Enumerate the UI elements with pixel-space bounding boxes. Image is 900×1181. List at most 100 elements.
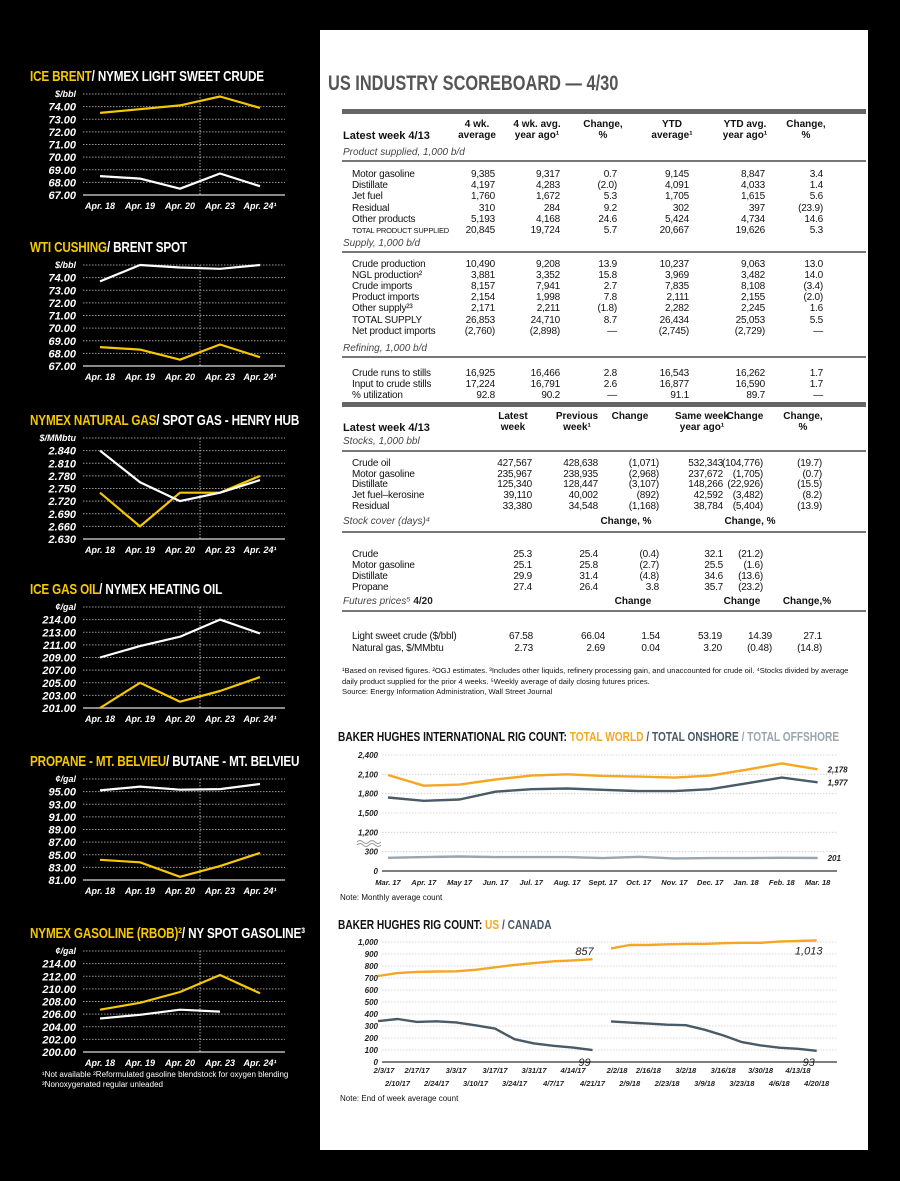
x-tick-label: 2/2/18 xyxy=(606,1066,629,1075)
rig-chart-us-canada: 0 100 200 300 400 500 600 700 800 900 1,000 2/3/17 2… xyxy=(358,938,837,1088)
cell-value: 4,168 xyxy=(535,213,560,225)
legend-canada: CANADA xyxy=(507,917,552,932)
cell-value: 2,154 xyxy=(470,292,495,304)
y-tick-label: 2.840 xyxy=(47,446,76,458)
cell-value: 0.04 xyxy=(641,642,660,654)
x-tick-label: Aug. 17 xyxy=(552,878,581,887)
chart-note: Note: Monthly average count xyxy=(340,893,443,902)
cell-value: 310 xyxy=(478,202,495,214)
cell-value: 2.7 xyxy=(603,281,618,293)
x-tick-label: Apr. 23 xyxy=(204,545,235,555)
series-line-primary xyxy=(99,973,261,1011)
cell-value: 25.1 xyxy=(513,560,532,571)
cell-value: 0.7 xyxy=(603,169,618,180)
y-tick-label: 400 xyxy=(364,1010,379,1019)
chart-title-primary: ICE GAS OIL xyxy=(30,581,100,598)
x-tick-label: Apr. 19 xyxy=(124,714,155,724)
table-row: Crude 25.3 25.4 (0.4) 32.1 (21.2) xyxy=(0,549,900,560)
x-tick-label: Apr. 20 xyxy=(164,372,195,382)
cell-value: 4,033 xyxy=(740,180,765,192)
section-subtitle: Stocks, 1,000 bbl xyxy=(343,436,420,447)
cell-value: 32.1 xyxy=(704,549,723,560)
cell-value: 2,282 xyxy=(664,303,689,315)
y-tick-label: 0 xyxy=(374,867,379,876)
x-tick-label: 3/31/17 xyxy=(521,1066,547,1075)
y-tick-label: 67.00 xyxy=(48,361,76,373)
cell-value: 25,053 xyxy=(735,314,766,326)
chart-title-secondary: NYMEX LIGHT SWEET CRUDE xyxy=(92,68,264,85)
row-label: Crude imports xyxy=(352,281,413,293)
y-tick-label: 2.660 xyxy=(47,521,76,533)
chart-title-secondary: NY SPOT GASOLINE³ xyxy=(182,925,305,942)
cell-value: 24,710 xyxy=(530,314,561,326)
cell-value: 16,466 xyxy=(530,368,561,379)
cell-value: (2.0) xyxy=(803,292,823,304)
cell-value: 3.8 xyxy=(645,582,660,593)
x-tick-label: Sept. 17 xyxy=(588,878,618,887)
x-tick-label: Apr. 20 xyxy=(164,201,195,211)
cell-value: 16,262 xyxy=(735,368,766,379)
cell-value: 5,193 xyxy=(470,213,495,225)
chart-title-primary: NYMEX NATURAL GAS xyxy=(30,412,157,429)
y-tick-label: 700 xyxy=(365,974,379,983)
cell-value: 1.4 xyxy=(809,180,824,192)
cell-value: 25.5 xyxy=(704,560,723,571)
cell-value: 38,784 xyxy=(693,500,724,512)
cell-value: 42,592 xyxy=(693,490,724,502)
end-value-label: 93 xyxy=(803,1057,816,1069)
divider xyxy=(342,251,866,253)
x-tick-label: Apr. 23 xyxy=(204,372,235,382)
series-line-secondary xyxy=(99,449,261,503)
chart-title-secondary: BUTANE - MT. BELVIEU xyxy=(166,753,299,770)
divider xyxy=(342,402,866,407)
column-header: Change xyxy=(726,411,764,422)
y-tick-label: 600 xyxy=(365,986,379,995)
y-tick-label: 300 xyxy=(365,1022,379,1031)
y-tick-label: 74.00 xyxy=(48,102,76,114)
cell-value: 148,266 xyxy=(688,479,723,491)
y-tick-label: 69.00 xyxy=(48,165,76,177)
chart-title: ICE GAS OILNYMEX HEATING OIL xyxy=(30,581,248,599)
cell-value: 25.3 xyxy=(513,549,532,560)
cell-value: 1,615 xyxy=(740,191,765,203)
cell-value: 5.6 xyxy=(809,191,824,203)
x-tick-label: 3/23/18 xyxy=(729,1079,755,1088)
table-row: Distillate 29.9 31.4 (4.8) 34.6 (13.6) xyxy=(0,571,900,582)
y-tick-label: 1,200 xyxy=(358,828,379,837)
end-value-label: 1,977 xyxy=(828,778,849,787)
rig-chart-international: 0 300 1,200 1,500 1,800 2,100 2,400 Mar. 17 Apr.… xyxy=(356,751,849,887)
cell-value: (104,776) xyxy=(721,458,763,469)
chart-title-primary: WTI CUSHING xyxy=(30,239,107,256)
cell-value: 3,482 xyxy=(740,270,765,282)
x-tick-label: 3/17/17 xyxy=(482,1066,508,1075)
cell-value: 15.8 xyxy=(598,270,617,282)
cell-value: (2.0) xyxy=(597,180,617,192)
y-tick-label: 0 xyxy=(374,1058,379,1067)
cell-value: 7.8 xyxy=(603,292,618,304)
price-chart: NYMEX NATURAL GASSPOT GAS - HENRY HUB 2.6… xyxy=(30,412,310,560)
cell-value: (0.4) xyxy=(639,549,659,560)
row-label: Other supply²³ xyxy=(352,303,413,315)
x-tick-label: Jun. 17 xyxy=(482,878,509,887)
price-chart: PROPANE - MT. BELVIEUBUTANE - MT. BELVIE… xyxy=(30,753,310,901)
y-tick-label: 1,000 xyxy=(358,938,379,947)
series-line-total-onshore xyxy=(387,776,818,802)
divider xyxy=(342,356,866,358)
chart-title: ICE BRENTNYMEX LIGHT SWEET CRUDE xyxy=(30,68,264,86)
column-header: YTD average¹ xyxy=(651,119,693,141)
series-line-secondary xyxy=(99,172,261,190)
row-label: Distillate xyxy=(352,571,388,582)
cell-value: 5,424 xyxy=(664,213,689,225)
cell-value: 1.54 xyxy=(641,631,660,642)
cell-value: 4,734 xyxy=(740,213,765,225)
table-row: Other products 5,193 4,168 24.6 5,424 4,734 14… xyxy=(0,214,900,225)
column-header: Change, % xyxy=(600,516,652,527)
price-chart: WTI CUSHINGBRENT SPOT 67.0068.0069.0070.0… xyxy=(30,239,310,387)
cell-value: 24.6 xyxy=(598,213,617,225)
row-label: Residual xyxy=(352,202,390,214)
x-tick-label: Apr. 19 xyxy=(124,886,155,896)
table-footnotes: ¹Based on revised figures. ²OGJ estimate… xyxy=(342,666,864,698)
series-line-total-world xyxy=(387,762,818,787)
cell-value: 16,590 xyxy=(735,378,766,390)
cell-value: 2.6 xyxy=(603,378,618,390)
